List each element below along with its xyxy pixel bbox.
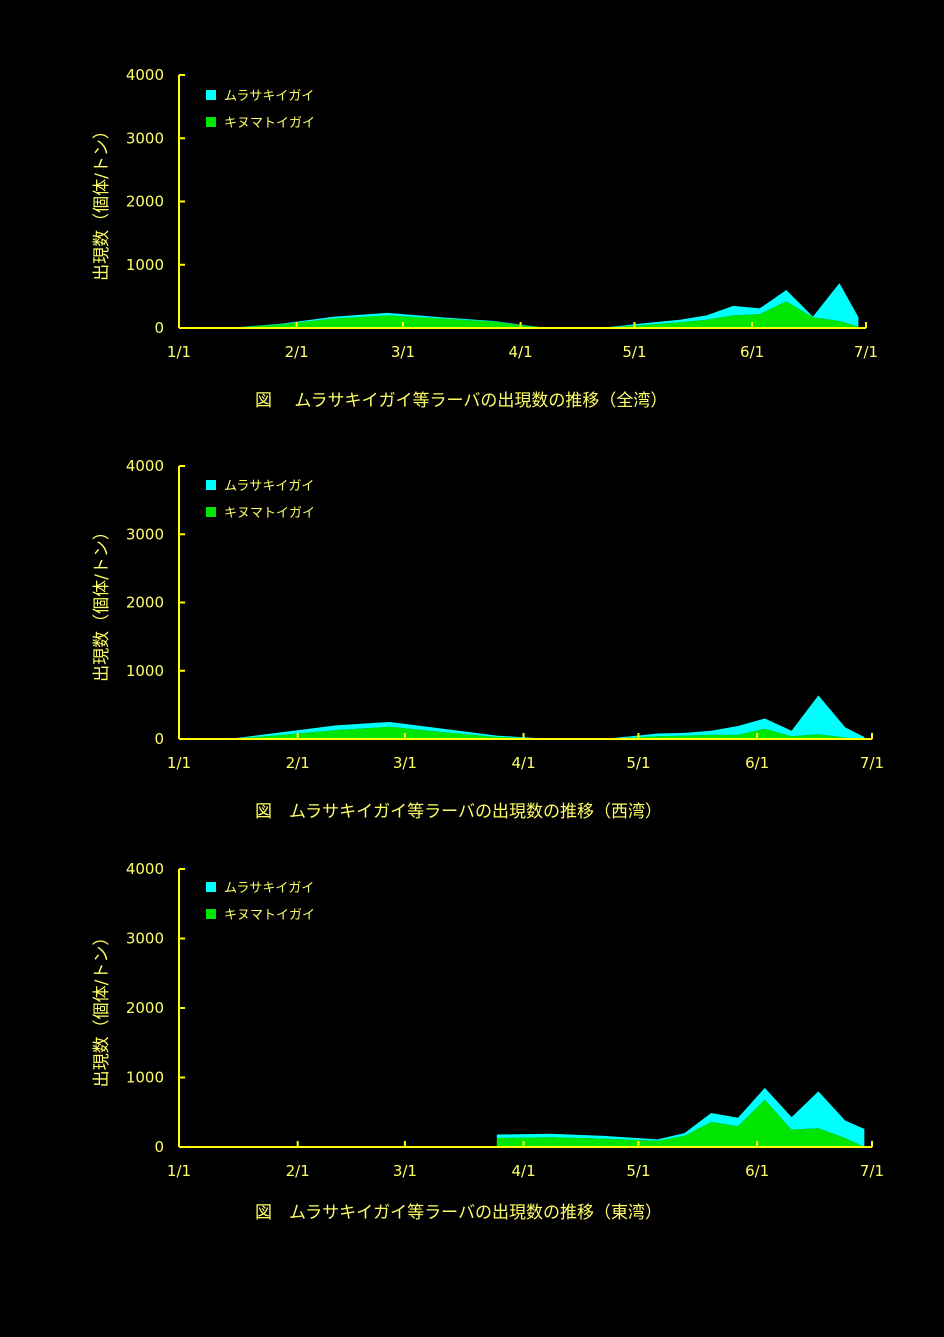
- legend-label: キヌマトイガイ: [224, 908, 315, 923]
- x-tick-label: 1/1: [167, 343, 191, 361]
- x-tick-label: 7/1: [860, 1162, 884, 1180]
- y-tick-label: 0: [154, 1138, 164, 1156]
- y-tick-label: 4000: [126, 457, 164, 475]
- area-series-kinumatoigai: [179, 301, 859, 328]
- legend-swatch: [206, 90, 216, 100]
- legend-label: ムラサキイガイ: [224, 881, 314, 896]
- y-tick-label: 1000: [126, 662, 164, 680]
- chart-panel-2: 0 1000 2000 3000 4000 1/1 2/1 3/1 4/1 5/1 6/1 7/1 出現…: [92, 457, 884, 822]
- x-tick-label: 4/1: [512, 754, 536, 772]
- y-tick-label: 2000: [126, 999, 164, 1017]
- x-tick-label: 4/1: [509, 343, 533, 361]
- legend-swatch: [206, 480, 216, 490]
- y-tick-label: 3000: [126, 129, 164, 147]
- chart-caption: 図 ムラサキイガイ等ラーバの出現数の推移（西湾）: [255, 802, 662, 822]
- x-tick-label: 2/1: [286, 754, 310, 772]
- y-tick-label: 0: [154, 319, 164, 337]
- y-tick-label: 2000: [126, 594, 164, 612]
- chart-panel-3: 0 1000 2000 3000 4000 1/1 2/1 3/1 4/1 5/1 6/1 7/1 出現…: [92, 860, 884, 1223]
- x-tick-label: 7/1: [860, 754, 884, 772]
- y-tick-label: 3000: [126, 930, 164, 948]
- y-tick-label: 2000: [126, 193, 164, 211]
- y-tick-label: 4000: [126, 860, 164, 878]
- chart-caption: 図 ムラサキイガイ等ラーバの出現数の推移（全湾）: [255, 391, 667, 411]
- x-tick-label: 6/1: [740, 343, 764, 361]
- x-tick-label: 5/1: [626, 1162, 650, 1180]
- x-tick-label: 4/1: [512, 1162, 536, 1180]
- x-tick-label: 3/1: [391, 343, 415, 361]
- x-tick-label: 5/1: [622, 343, 646, 361]
- area-series-murasakiigai: [496, 1087, 865, 1147]
- x-tick-label: 7/1: [854, 343, 878, 361]
- x-tick-label: 1/1: [167, 754, 191, 772]
- x-tick-label: 2/1: [286, 1162, 310, 1180]
- y-tick-label: 1000: [126, 256, 164, 274]
- area-series-murasakiigai: [179, 283, 859, 328]
- x-tick-label: 1/1: [167, 1162, 191, 1180]
- legend-label: ムラサキイガイ: [224, 479, 314, 494]
- y-axis-label: 出現数（個体/トン）: [92, 929, 112, 1088]
- y-axis-label: 出現数（個体/トン）: [92, 122, 112, 281]
- legend-label: ムラサキイガイ: [224, 89, 314, 104]
- legend-label: キヌマトイガイ: [224, 116, 315, 131]
- x-tick-label: 2/1: [285, 343, 309, 361]
- x-tick-label: 6/1: [745, 1162, 769, 1180]
- chart-caption: 図 ムラサキイガイ等ラーバの出現数の推移（東湾）: [255, 1203, 662, 1223]
- x-tick-label: 3/1: [393, 754, 417, 772]
- y-tick-label: 3000: [126, 525, 164, 543]
- legend-swatch: [206, 909, 216, 919]
- legend-swatch: [206, 507, 216, 517]
- x-tick-label: 3/1: [393, 1162, 417, 1180]
- area-series-murasakiigai: [179, 695, 865, 739]
- area-series-kinumatoigai: [496, 1099, 865, 1147]
- y-axis-label: 出現数（個体/トン）: [92, 523, 112, 682]
- legend-swatch: [206, 882, 216, 892]
- x-tick-label: 5/1: [626, 754, 650, 772]
- y-tick-label: 0: [154, 730, 164, 748]
- legend-label: キヌマトイガイ: [224, 506, 315, 521]
- legend-swatch: [206, 117, 216, 127]
- y-tick-label: 4000: [126, 66, 164, 84]
- x-tick-label: 6/1: [745, 754, 769, 772]
- area-series-kinumatoigai: [179, 726, 865, 739]
- chart-panel-1: 0 1000 2000 3000 4000 1/1 2/1 3/1 4/1 5/1 6/1 7/1 出現…: [92, 66, 878, 411]
- y-tick-label: 1000: [126, 1069, 164, 1087]
